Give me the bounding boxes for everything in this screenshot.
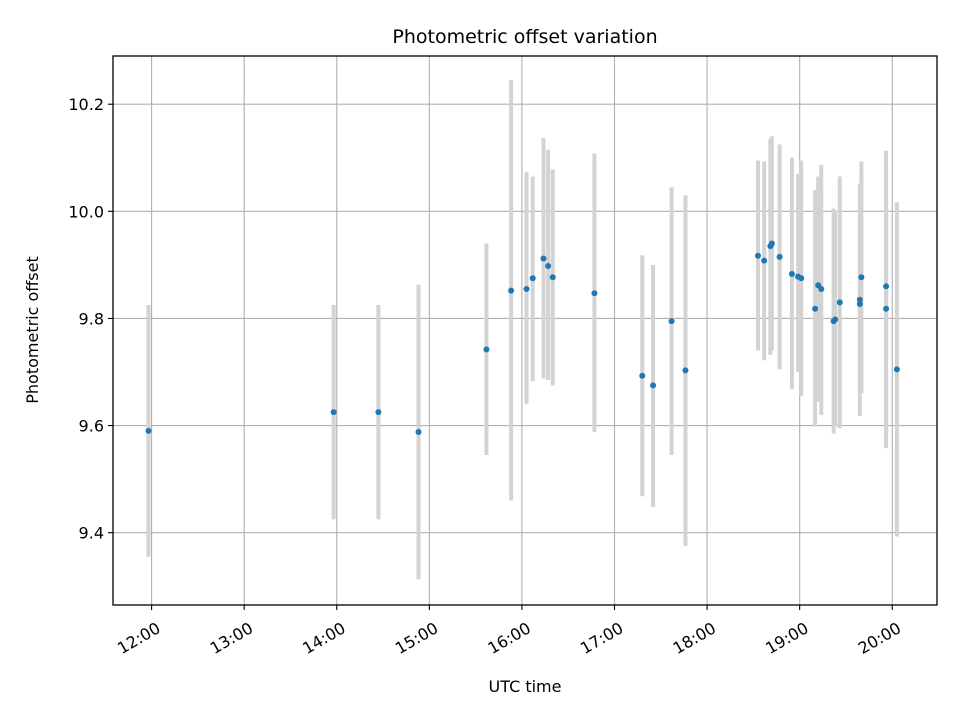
data-point: [768, 240, 775, 247]
data-point: [883, 283, 890, 290]
y-axis-ticks: 9.4 9.6 9.8 10.0 10.2: [68, 95, 113, 543]
data-point: [836, 299, 843, 306]
data-point: [375, 409, 382, 416]
data-point: [668, 318, 675, 325]
plot-frame: [112, 55, 938, 606]
data-point: [788, 270, 795, 277]
data-point: [812, 305, 819, 312]
y-tick-label: 9.4: [79, 524, 104, 543]
data-point: [483, 346, 490, 353]
y-axis-label: Photometric offset: [23, 256, 42, 404]
x-axis-label: UTC time: [489, 677, 562, 696]
data-point: [330, 409, 337, 416]
data-point: [755, 252, 762, 259]
data-point: [540, 255, 547, 262]
data-point: [776, 253, 783, 260]
data-point: [858, 274, 865, 281]
data-point: [832, 316, 839, 323]
chart-title: Photometric offset variation: [392, 26, 657, 48]
data-point: [856, 300, 863, 307]
data-point: [529, 275, 536, 282]
data-point: [639, 372, 646, 379]
data-point: [856, 296, 863, 303]
grid: [113, 56, 937, 605]
data-point: [415, 428, 422, 435]
data-point: [818, 285, 825, 292]
y-tick-label: 9.6: [79, 417, 104, 436]
data-point: [650, 382, 657, 389]
data-point: [523, 285, 530, 292]
y-tick-label: 9.8: [79, 309, 104, 328]
y-tick-label: 10.0: [68, 202, 104, 221]
data-point: [761, 257, 768, 264]
y-tick-label: 10.2: [68, 95, 104, 114]
data-point: [549, 274, 556, 281]
data-points: [145, 240, 900, 435]
data-point: [893, 366, 900, 373]
data-point: [883, 305, 890, 312]
data-point: [591, 290, 598, 297]
data-point: [682, 367, 689, 374]
data-point: [145, 427, 152, 434]
data-point: [508, 287, 515, 294]
data-point: [798, 275, 805, 282]
data-point: [545, 262, 552, 269]
